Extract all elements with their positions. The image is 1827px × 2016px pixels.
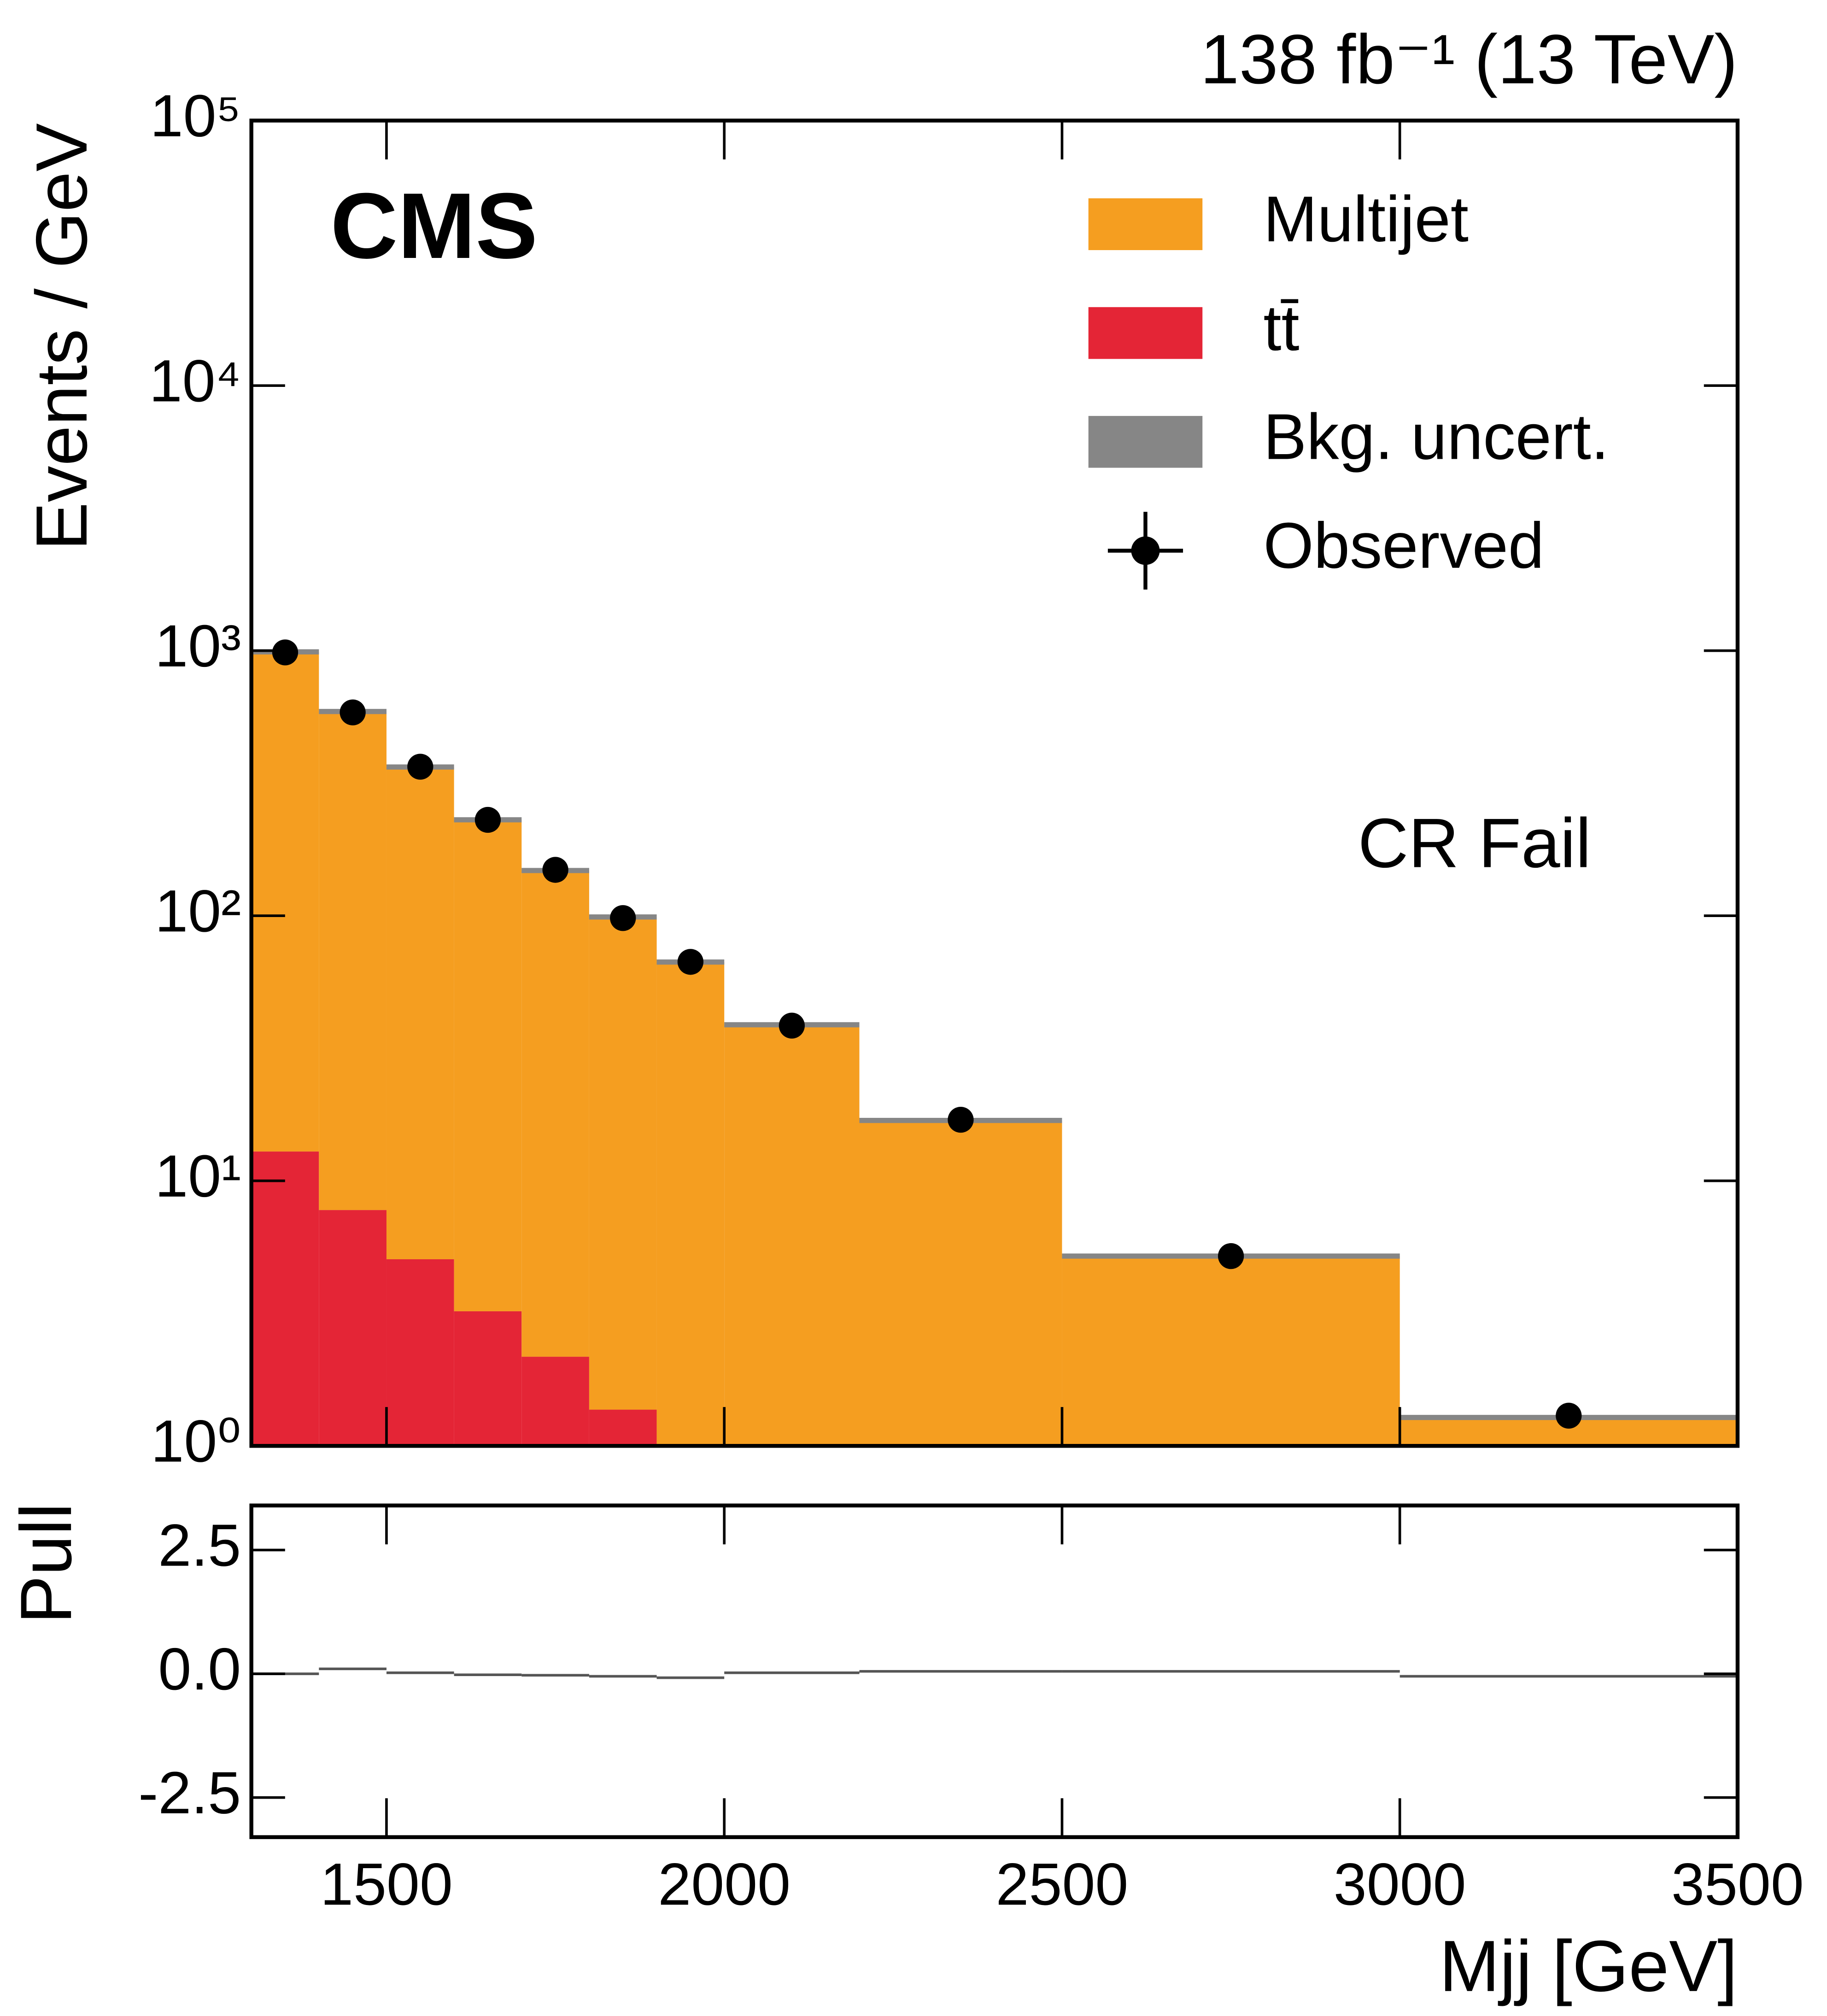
plot-frame [249,118,1740,1448]
plot-area [251,639,1738,1459]
histogram-bar [1062,1256,1400,1446]
y-tick-label: 10⁰ [151,1408,241,1474]
observed-point [610,905,636,931]
histogram-bar [589,917,657,1410]
observed-point [407,754,433,780]
observed-point [542,857,568,883]
legend-label: Multijet [1263,183,1468,255]
observed-point [677,949,704,975]
y-tick-label: -2.5 [138,1760,241,1826]
x-tick-label: 3000 [1334,1851,1466,1917]
legend-label: Bkg. uncert. [1263,400,1609,473]
histogram-bar [386,767,454,1259]
observed-point [1556,1402,1582,1429]
legend-marker [1131,536,1160,565]
histogram-bar [454,1311,522,1446]
legend-label: tt̄ [1263,292,1299,364]
x-tick-label: 2500 [996,1851,1129,1917]
x-tick-label: 2000 [658,1851,791,1917]
lumi-label: 138 fb⁻¹ (13 TeV) [1200,21,1737,99]
observed-point [779,1012,805,1039]
histogram-bar [319,711,386,1210]
observed-point [272,639,299,666]
histogram-bar [521,870,589,1357]
y-axis-label: Events / GeV [21,123,102,550]
histogram-bar [251,652,319,1152]
experiment-label: CMS [330,174,538,278]
observed-point [340,699,366,725]
legend-swatch [1088,307,1203,359]
y-tick-label: 10⁵ [150,83,241,149]
y-tick-label: 10¹ [155,1143,241,1210]
histogram-bar [589,1409,657,1446]
region-label: CR Fail [1358,805,1591,882]
legend-label: Observed [1263,509,1544,582]
histogram-bar [1400,1417,1738,1446]
y-tick-label: 0.0 [158,1636,241,1702]
histogram-bar [657,1458,725,1459]
histogram-bar [251,1151,319,1446]
y-tick-label: 2.5 [158,1512,241,1578]
y-axis-label: Pull [6,1503,87,1624]
observed-point [948,1106,974,1133]
histogram-bar [724,1024,860,1446]
histogram-bar [319,1210,386,1446]
plot-area [251,1667,1738,1679]
histogram-bar [656,962,725,1446]
y-tick-label: 10³ [155,613,241,679]
y-tick-label: 10⁴ [149,348,241,414]
observed-point [474,806,501,833]
x-axis-label: Mjj [GeV] [1439,1926,1738,2007]
histogram-bar [386,1259,454,1446]
histogram-bar [521,1356,589,1446]
y-tick-label: 10² [155,878,241,944]
histogram-bar [454,819,522,1311]
legend-swatch [1088,198,1203,251]
plot-frame [249,1503,1740,1839]
histogram-bar [859,1120,1062,1446]
x-tick-label: 3500 [1671,1851,1804,1917]
observed-point [1218,1243,1244,1269]
x-tick-label: 1500 [320,1851,453,1917]
legend-swatch [1088,416,1203,468]
